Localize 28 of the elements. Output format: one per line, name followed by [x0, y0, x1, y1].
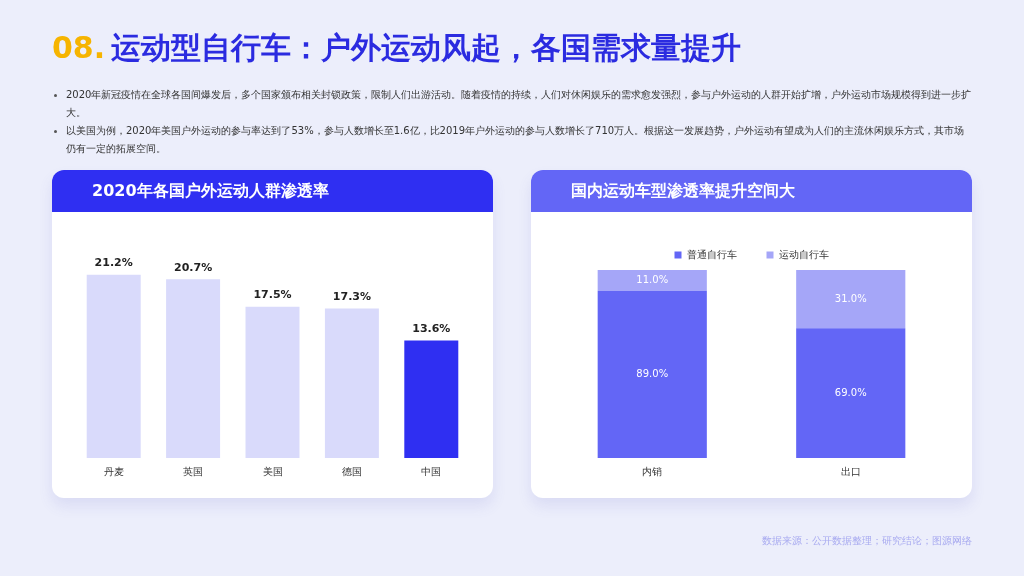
data-label: 21.2%	[94, 256, 133, 270]
x-tick-label: 丹麦	[103, 465, 124, 477]
text: 08. 运动型自行车：户外运动风起，各国需求量提升	[52, 30, 742, 65]
bar	[245, 306, 300, 458]
text: 2020年新冠疫情在全球各国间爆发后，多个国家颁布相关封锁政策，限制人们出游活动。随着疫情的持续，人们对休闲娱乐的需求愈发强烈，参与户外运动的人群开始扩增，户外运动市场规模得到进一步扩大。	[66, 89, 972, 118]
bar	[324, 308, 379, 458]
text: 以美国为例，2020年美国户外运动的参与率达到了53%，参与人数增长至1.6亿，比2019年户外运动的参与人数增长了710万人。根据这一发展趋势，户外运动有望成为人们的主流休闲娱乐方式，其市场仍有一定的拓展空间。	[66, 125, 965, 154]
chart-title: 2020年各国户外运动人群渗透率	[52, 170, 493, 212]
bar	[166, 279, 221, 458]
x-tick-label: 美国	[262, 465, 283, 477]
x-tick-label: 德国	[341, 465, 362, 477]
legend-label: 运动自行车	[778, 248, 829, 260]
x-tick-label: 出口	[840, 465, 861, 477]
legend-label: 普通自行车	[686, 248, 737, 260]
chart-title: 国内运动车型渗透率提升空间大	[531, 170, 972, 212]
data-label: 11.0%	[636, 273, 669, 285]
bar	[86, 274, 141, 458]
x-tick-label: 英国	[183, 465, 204, 477]
data-label: 20.7%	[174, 260, 213, 274]
data-label: 89.0%	[636, 367, 669, 379]
bar	[404, 340, 459, 458]
data-label: 13.6%	[412, 321, 451, 335]
data-label: 31.0%	[834, 292, 867, 304]
x-tick-label: 中国	[421, 465, 442, 477]
data-label: 69.0%	[834, 386, 867, 398]
data-label: 17.5%	[253, 288, 292, 302]
data-label: 17.3%	[332, 289, 371, 303]
x-tick-label: 内销	[642, 465, 663, 477]
